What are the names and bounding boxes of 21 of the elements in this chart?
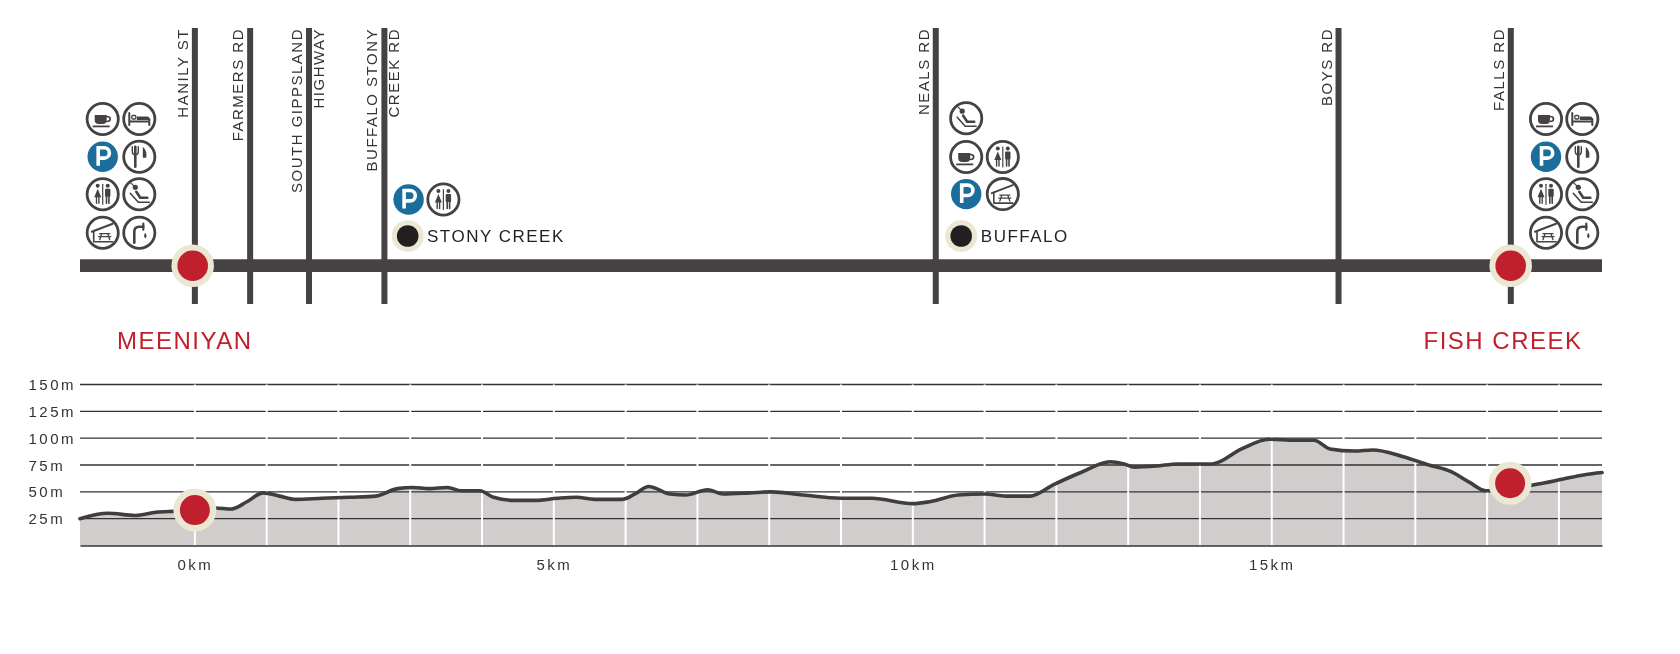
y-tick-label: 75m bbox=[28, 456, 66, 474]
ref-line-label: BUFFALO STONY CREEK RD bbox=[363, 28, 403, 172]
ref-line-label: FARMERS RD bbox=[229, 28, 247, 142]
x-tick-label: 0km bbox=[177, 556, 214, 573]
ref-line-label: BOYS RD bbox=[1317, 28, 1335, 107]
ref-line-label: FALLS RD bbox=[1489, 28, 1507, 111]
y-tick-label: 100m bbox=[28, 429, 77, 447]
y-tick-label: 150m bbox=[28, 376, 77, 393]
ref-line-label: NEALS RD bbox=[914, 28, 932, 116]
ref-line-label: HANILY ST bbox=[173, 28, 191, 118]
ref-line-label: SOUTH GIPPSLAND HIGHWAY bbox=[288, 28, 328, 194]
y-tick-label: 125m bbox=[28, 402, 77, 420]
y-tick-label: 50m bbox=[28, 483, 66, 501]
x-tick-label: 15km bbox=[1248, 556, 1296, 573]
y-tick-label: 25m bbox=[28, 510, 66, 528]
text: FISH CREEK bbox=[1423, 327, 1583, 354]
text: MEENIYAN bbox=[116, 327, 253, 354]
text: BUFFALO bbox=[980, 226, 1069, 246]
x-tick-label: 10km bbox=[889, 556, 937, 573]
x-tick-label: 5km bbox=[536, 556, 573, 573]
text: STONY CREEK bbox=[427, 226, 565, 246]
